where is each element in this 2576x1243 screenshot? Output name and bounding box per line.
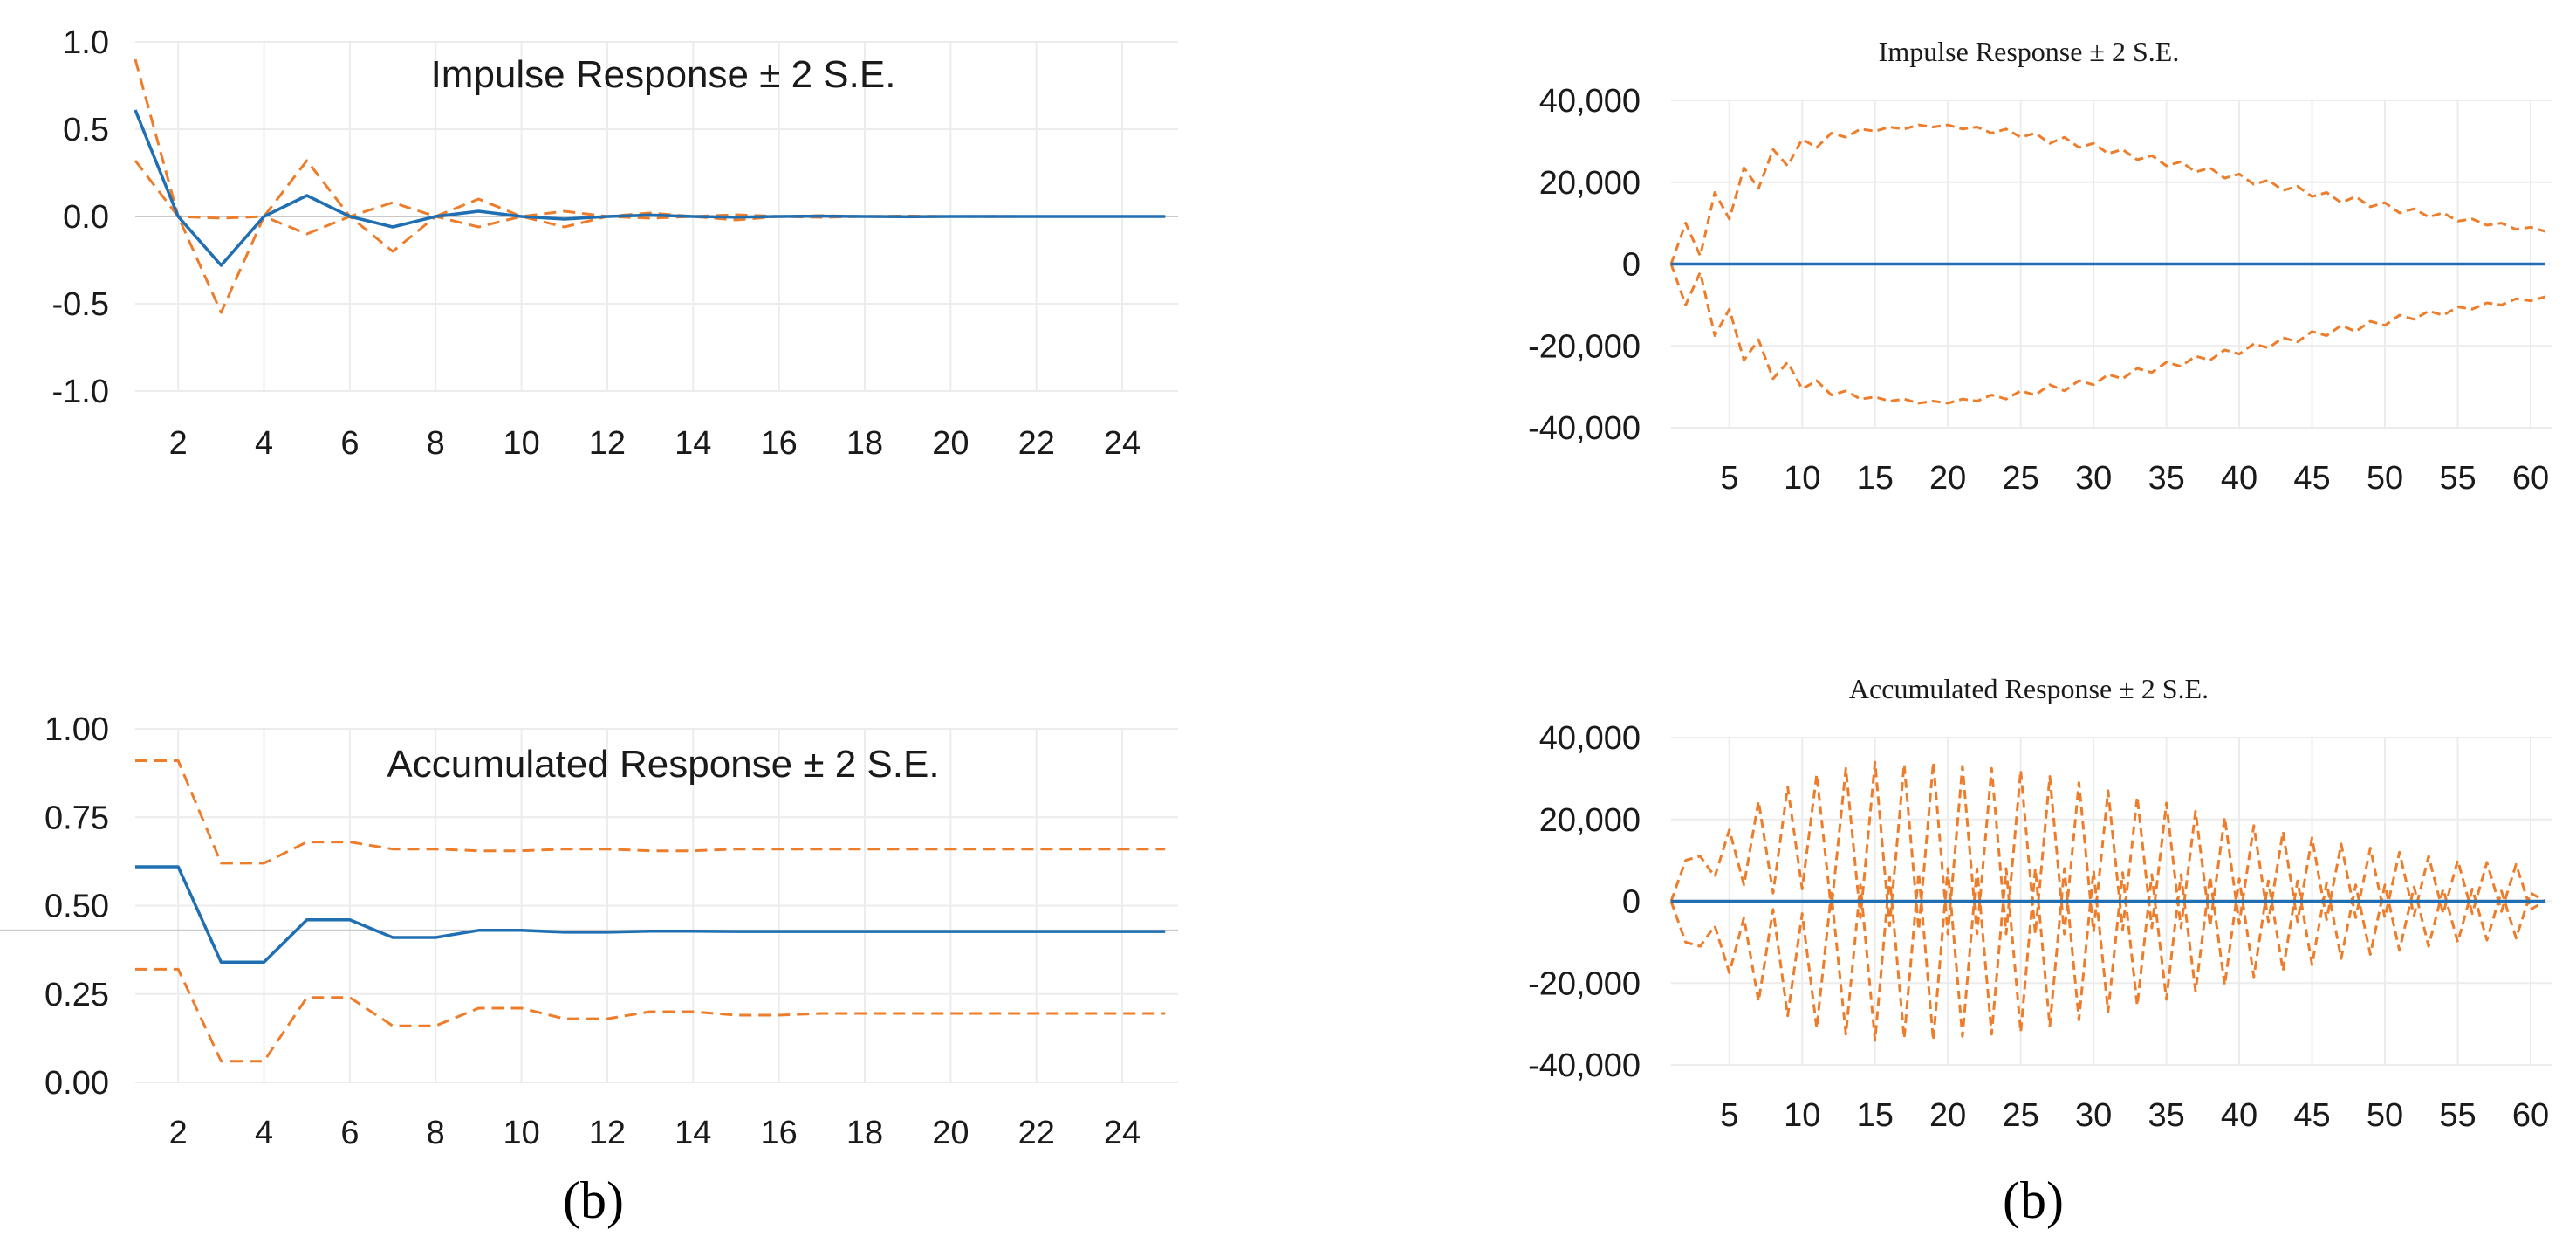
lower-band-line (1669, 867, 2546, 1042)
x-tick-label: 35 (2148, 460, 2184, 497)
chart-title: Impulse Response ± 2 S.E. (431, 53, 896, 96)
x-tick-label: 30 (2075, 1097, 2112, 1134)
y-tick-label: 20,000 (1539, 165, 1641, 202)
impulse-response-chart-right: 40,000 20,000 0 -20,000 -40,000 5 10 15 20 25 30 35… (1528, 36, 2552, 497)
x-tick-label: 2 (169, 1115, 188, 1151)
y-tick-label: -0.5 (52, 286, 109, 323)
x-tick-label: 45 (2293, 1097, 2330, 1134)
x-tick-label: 50 (2367, 460, 2403, 497)
x-tick-label: 6 (340, 425, 359, 462)
x-tick-label: 10 (1784, 1097, 1820, 1134)
x-tick-label: 6 (340, 1115, 359, 1151)
x-tick-label: 45 (2293, 460, 2330, 497)
x-tick-label: 40 (2221, 460, 2257, 497)
x-tick-label: 12 (589, 425, 626, 462)
x-tick-label: 4 (255, 425, 273, 462)
chart-title: Accumulated Response ± 2 S.E. (1849, 673, 2209, 704)
x-tick-label: 10 (503, 1115, 539, 1151)
x-tick-label: 22 (1018, 1115, 1055, 1151)
upper-band-line (1669, 123, 2546, 265)
y-tick-label: 0.5 (63, 112, 109, 148)
x-tick-label: 55 (2439, 460, 2476, 497)
y-tick-label: 0.00 (45, 1065, 109, 1102)
x-tick-label: 22 (1018, 425, 1055, 462)
x-tick-label: 15 (1857, 460, 1894, 497)
y-tick-label: 40,000 (1539, 83, 1641, 120)
y-tick-label: 0.50 (45, 889, 109, 925)
y-tick-label: -40,000 (1528, 410, 1641, 447)
y-tick-label: 0.75 (45, 800, 109, 836)
x-tick-label: 25 (2003, 460, 2039, 497)
x-tick-label: 14 (675, 1115, 711, 1151)
y-tick-label: 0 (1622, 884, 1641, 921)
x-tick-label: 5 (1720, 460, 1738, 497)
accumulated-response-chart-right: 40,000 20,000 0 -20,000 -40,000 5 10 15 20 25 30 35… (1528, 673, 2552, 1134)
x-tick-label: 24 (1104, 1115, 1141, 1151)
y-tick-label: 1.00 (45, 711, 109, 748)
y-tick-label: -20,000 (1528, 965, 1641, 1002)
x-tick-label: 18 (846, 1115, 883, 1151)
x-tick-label: 12 (589, 1115, 626, 1151)
y-tick-label: -1.0 (52, 374, 109, 410)
response-line (135, 865, 1166, 965)
y-tick-label: -40,000 (1528, 1047, 1641, 1084)
x-tick-label: 20 (1929, 460, 1966, 497)
response-line (134, 109, 1166, 267)
chart-title: Impulse Response ± 2 S.E. (1879, 36, 2180, 67)
x-tick-label: 8 (427, 425, 445, 462)
lower-band-line (1669, 263, 2546, 405)
y-tick-label: -20,000 (1528, 328, 1641, 365)
x-tick-label: 20 (1929, 1097, 1966, 1134)
x-tick-label: 14 (675, 425, 711, 462)
x-tick-label: 50 (2367, 1097, 2403, 1134)
y-tick-label: 0.0 (63, 199, 109, 236)
x-tick-label: 60 (2512, 1097, 2549, 1134)
x-tick-label: 20 (932, 1115, 969, 1151)
x-tick-label: 10 (503, 425, 539, 462)
caption-right: (b) (2003, 1171, 2064, 1229)
x-tick-label: 40 (2221, 1097, 2257, 1134)
chart-title: Accumulated Response ± 2 S.E. (387, 743, 939, 786)
upper-band-line (135, 759, 1166, 865)
y-tick-label: 0 (1622, 247, 1641, 284)
x-tick-label: 15 (1857, 1097, 1894, 1134)
y-tick-label: 1.0 (63, 24, 109, 61)
x-tick-label: 8 (427, 1115, 445, 1151)
x-tick-label: 24 (1104, 425, 1141, 462)
x-tick-label: 60 (2512, 460, 2549, 497)
caption-left: (b) (563, 1171, 624, 1229)
x-tick-label: 55 (2439, 1097, 2476, 1134)
lower-band-line (135, 967, 1166, 1063)
x-tick-label: 10 (1784, 460, 1820, 497)
impulse-response-chart-left: 1.00.50.0-0.5-1.02 4 6 8 10 12 14 16 18 20 22 24Imp… (52, 24, 1178, 462)
accumulated-response-chart-left: 1.000.750.500.250.002 4 6 8 10 12 14 16 18 20 22 24… (0, 711, 1178, 1151)
y-tick-label: 0.25 (45, 977, 109, 1013)
x-tick-label: 16 (761, 1115, 798, 1151)
x-tick-label: 4 (255, 1115, 273, 1151)
x-tick-label: 16 (761, 425, 798, 462)
y-tick-label: 40,000 (1539, 720, 1641, 757)
x-tick-label: 18 (846, 425, 883, 462)
x-tick-label: 2 (169, 425, 188, 462)
x-tick-label: 20 (932, 425, 969, 462)
x-tick-label: 35 (2148, 1097, 2184, 1134)
x-tick-label: 25 (2003, 1097, 2039, 1134)
y-tick-label: 20,000 (1539, 802, 1641, 839)
upper-band-line (1669, 760, 2546, 936)
x-tick-label: 5 (1720, 1097, 1738, 1134)
x-tick-label: 30 (2075, 460, 2112, 497)
